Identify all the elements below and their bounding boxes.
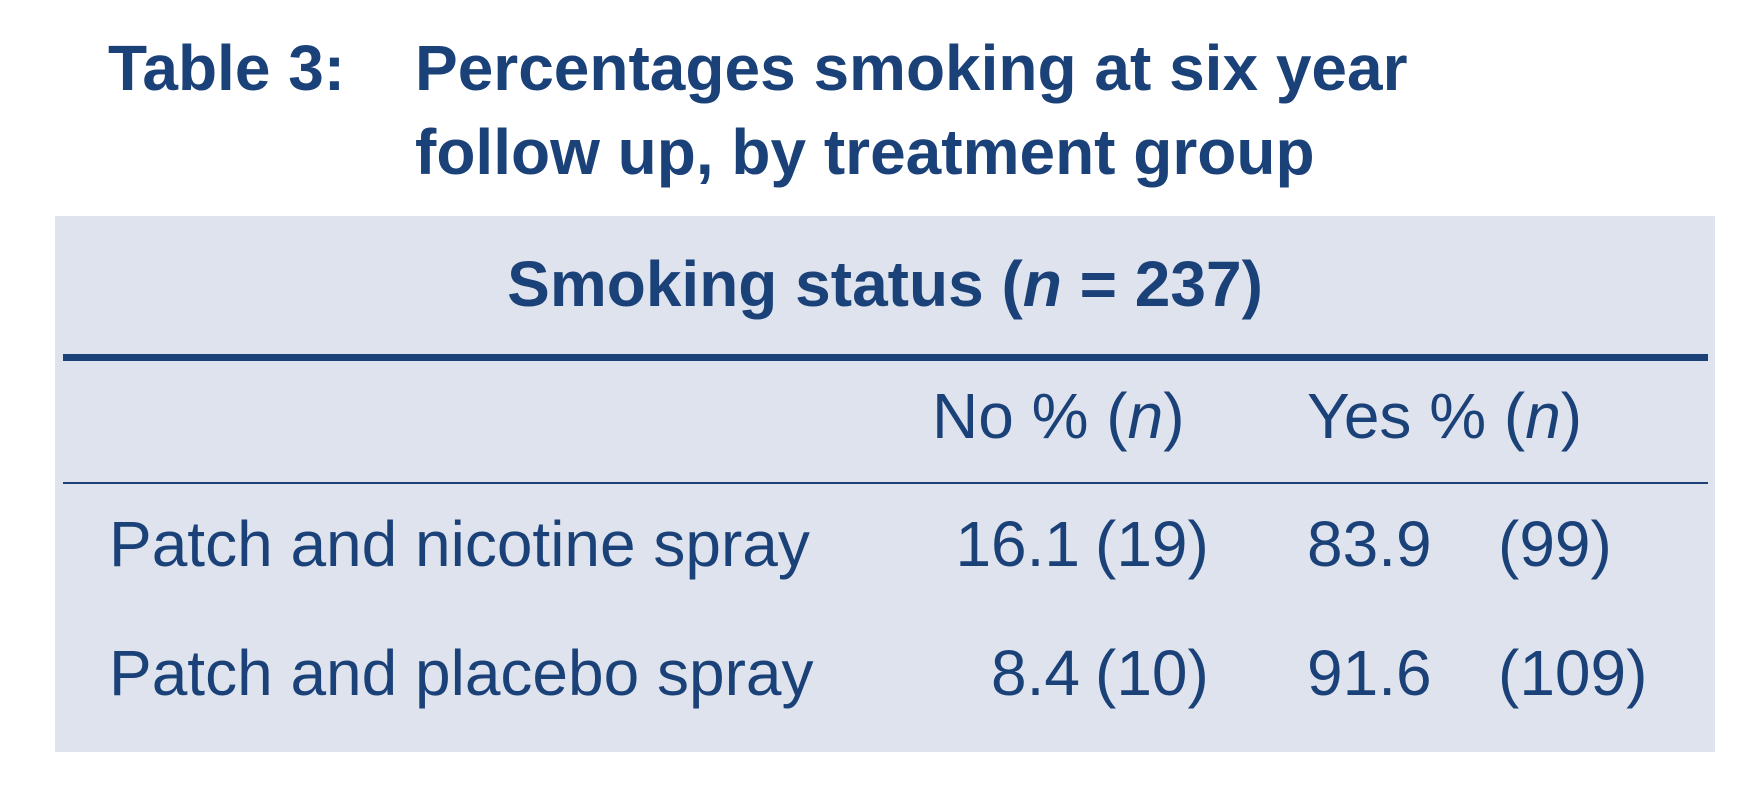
no-percent-cell: 8.4 xyxy=(991,637,1080,709)
caption-label: Table 3: xyxy=(108,32,346,104)
column-header-rule xyxy=(63,482,1708,484)
yes-percent-cell: 91.6 xyxy=(1307,637,1432,709)
yes-count-cell: (99) xyxy=(1498,508,1612,580)
group-header-prefix: Smoking status ( xyxy=(507,248,1023,320)
group-header-suffix: = 237) xyxy=(1061,248,1263,320)
column-header-yes-var: n xyxy=(1525,380,1561,452)
column-header-yes: Yes % (n) xyxy=(1307,378,1582,454)
column-header-no-var: n xyxy=(1127,380,1164,452)
no-count-cell: (10) xyxy=(1095,637,1209,709)
caption-title-line-2: follow up, by treatment group xyxy=(415,116,1315,188)
yes-percent-cell: 83.9 xyxy=(1307,508,1432,580)
table-row: Patch and placebo spray 8.4 (10) 91.6 (1… xyxy=(55,635,1715,711)
table-caption: Table 3: Percentages smoking at six year… xyxy=(108,26,1408,194)
caption-title-line-1: Percentages smoking at six year xyxy=(415,32,1408,104)
column-header-yes-suffix: ) xyxy=(1560,380,1583,452)
row-label: Patch and nicotine spray xyxy=(109,508,810,580)
column-header-no-prefix: No % ( xyxy=(932,380,1128,452)
row-label: Patch and placebo spray xyxy=(109,637,814,709)
column-header-no-suffix: ) xyxy=(1163,380,1185,452)
yes-count-cell: (109) xyxy=(1498,637,1648,709)
column-header-no: No % (n) xyxy=(932,378,1185,454)
group-header: Smoking status (n = 237) xyxy=(55,246,1715,322)
column-header-yes-prefix: Yes % ( xyxy=(1307,380,1526,452)
group-header-var: n xyxy=(1022,248,1062,320)
table-row: Patch and nicotine spray 16.1 (19) 83.9 … xyxy=(55,506,1715,582)
no-count-cell: (19) xyxy=(1095,508,1209,580)
data-table: Smoking status (n = 237) No % (n) Yes % … xyxy=(55,216,1715,752)
header-rule xyxy=(63,354,1708,361)
caption-title: Percentages smoking at six year follow u… xyxy=(415,26,1408,194)
no-percent-cell: 16.1 xyxy=(955,508,1080,580)
